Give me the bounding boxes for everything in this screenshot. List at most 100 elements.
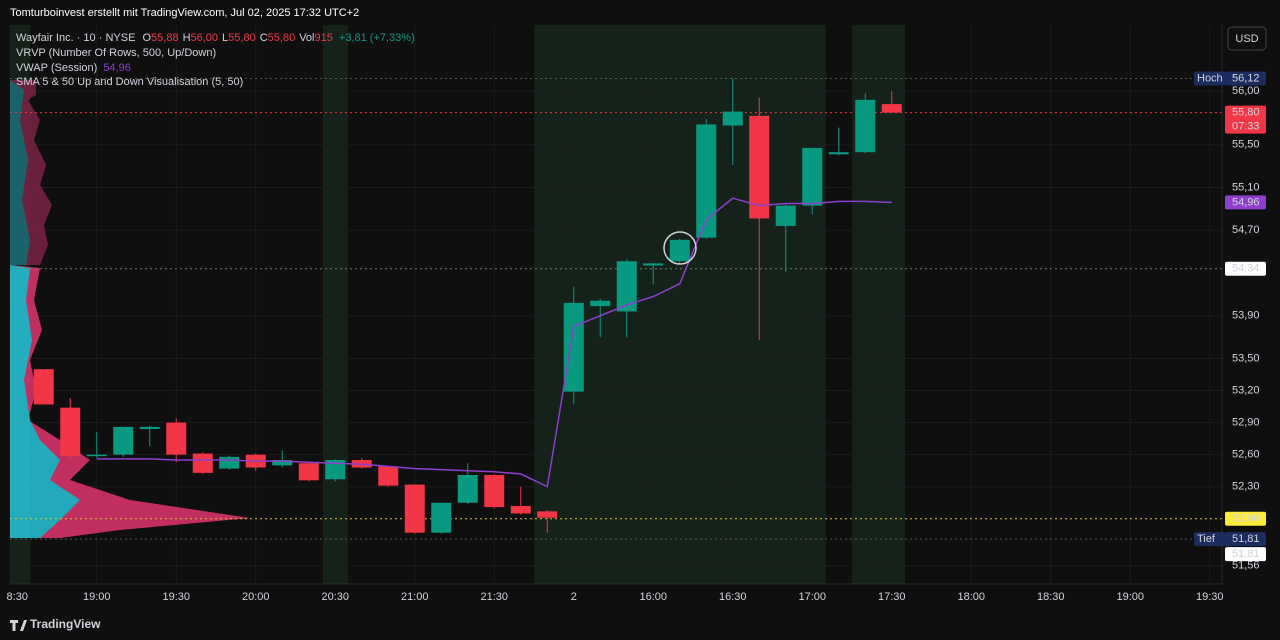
grid bbox=[10, 25, 1222, 584]
legend-value: 915 bbox=[314, 32, 332, 44]
price-label-box bbox=[1225, 71, 1266, 86]
x-tick-label: 20:30 bbox=[321, 591, 349, 603]
series-layer bbox=[33, 78, 902, 534]
volume-profile bbox=[10, 80, 250, 538]
x-tick-label: 21:00 bbox=[401, 591, 429, 603]
y-tick-label: 53,90 bbox=[1232, 310, 1260, 322]
profile-shape bbox=[10, 265, 250, 538]
candle-body bbox=[749, 115, 770, 219]
x-tick-label: 19:30 bbox=[1196, 591, 1224, 603]
price-label-name: Hoch bbox=[1197, 72, 1223, 84]
candle-body bbox=[113, 426, 134, 455]
price-label: 52,00 bbox=[1232, 513, 1260, 525]
candle-body bbox=[378, 466, 399, 486]
candle-body bbox=[775, 205, 796, 226]
price-label-box bbox=[1225, 195, 1266, 210]
price-label-sub: 07:33 bbox=[1232, 121, 1260, 133]
x-tick-label: 18:30 bbox=[1037, 591, 1065, 603]
brand-text: TradingView bbox=[30, 617, 101, 631]
indicator-vrvp: VRVP (Number Of Rows, 500, Up/Down) bbox=[16, 47, 216, 59]
x-tick-label: 2 bbox=[571, 591, 577, 603]
candle-body bbox=[855, 99, 876, 153]
legend-key: H bbox=[183, 32, 191, 44]
indicator-sma: SMA 5 & 50 Up and Down Visualisation (5,… bbox=[16, 76, 243, 88]
y-tick-label: 56,00 bbox=[1232, 85, 1260, 97]
top-caption: Tomturboinvest erstellt mit TradingView.… bbox=[10, 7, 359, 19]
y-tick-label: 53,20 bbox=[1232, 384, 1260, 396]
x-tick-label: 19:00 bbox=[83, 591, 111, 603]
candle-body bbox=[828, 152, 849, 155]
legend-value: 55,80 bbox=[228, 32, 256, 44]
price-label-box bbox=[1225, 547, 1266, 562]
candle-body bbox=[404, 484, 425, 533]
candle-body bbox=[272, 460, 293, 466]
candle-body bbox=[563, 302, 584, 392]
y-tick-label: 51,56 bbox=[1232, 560, 1260, 572]
candle-body bbox=[192, 453, 213, 473]
legend-key: C bbox=[260, 32, 268, 44]
currency-label[interactable]: USD bbox=[1235, 33, 1258, 45]
candle-body bbox=[60, 407, 81, 456]
symbol: Wayfair Inc. · 10 · NYSE bbox=[16, 32, 135, 44]
candle-body bbox=[696, 124, 717, 238]
price-label-box bbox=[1225, 261, 1266, 276]
candle-body bbox=[219, 456, 240, 469]
x-tick-label: 16:30 bbox=[719, 591, 747, 603]
currency-button[interactable] bbox=[1227, 26, 1267, 51]
candle-body bbox=[33, 369, 54, 405]
candle-body bbox=[669, 239, 690, 262]
candle-body bbox=[86, 454, 107, 457]
price-label: 51,81 bbox=[1232, 548, 1260, 560]
candle-body bbox=[166, 422, 187, 455]
candle-body bbox=[431, 502, 452, 533]
legend-key: O bbox=[142, 32, 151, 44]
price-label: 54,34 bbox=[1232, 263, 1260, 275]
candle-body bbox=[590, 300, 611, 307]
x-tick-label: 19:00 bbox=[1116, 591, 1144, 603]
price-label: 51,81 bbox=[1232, 533, 1260, 545]
price-label-box bbox=[1225, 105, 1266, 134]
candle-body bbox=[881, 104, 902, 113]
change: +3,81 (+7,33%) bbox=[339, 32, 415, 44]
candle-body bbox=[722, 111, 743, 126]
highlight-ring bbox=[663, 231, 697, 265]
y-tick-label: 54,70 bbox=[1232, 224, 1260, 236]
indicator-value: 54,96 bbox=[103, 62, 131, 74]
price-level-lines bbox=[10, 77, 1222, 540]
candle-body bbox=[616, 261, 637, 312]
indicator-name: VWAP (Session) bbox=[16, 62, 97, 74]
profile-shape bbox=[10, 265, 80, 538]
candle-body bbox=[484, 474, 505, 508]
candle-body bbox=[298, 463, 319, 481]
legend-key: Vol bbox=[299, 32, 314, 44]
x-tick-label: 17:00 bbox=[798, 591, 826, 603]
x-tick-label: 16:00 bbox=[639, 591, 667, 603]
y-tick-label: 52,90 bbox=[1232, 417, 1260, 429]
price-label-box bbox=[1225, 532, 1266, 547]
candle-body bbox=[325, 460, 346, 480]
y-tick-label: 52,30 bbox=[1232, 481, 1260, 493]
axes: 56,00 55,50 55,10 54,70 53,90 53,50 53,20 52,90… bbox=[7, 71, 1266, 603]
x-tick-label: 17:30 bbox=[878, 591, 906, 603]
x-tick-label: 20:00 bbox=[242, 591, 270, 603]
legend-value: 55,80 bbox=[268, 32, 296, 44]
brand-logo bbox=[10, 620, 27, 631]
legend-value: 56,00 bbox=[191, 32, 219, 44]
x-tick-label: 18:00 bbox=[957, 591, 985, 603]
y-tick-label: 55,50 bbox=[1232, 139, 1260, 151]
legend-value: 55,88 bbox=[151, 32, 179, 44]
x-tick-label: 8:30 bbox=[7, 591, 28, 603]
candle-body bbox=[643, 263, 664, 266]
y-tick-label: 52,60 bbox=[1232, 449, 1260, 461]
brand: TradingView bbox=[10, 617, 101, 631]
vwap-line bbox=[96, 197, 892, 488]
legend-key: L bbox=[222, 32, 228, 44]
candle-body bbox=[510, 505, 531, 514]
legend-line: Wayfair Inc. · 10 · NYSE O55,88 H56,00 L55… bbox=[16, 32, 415, 44]
price-label-name: Tief bbox=[1197, 533, 1216, 545]
price-label: 56,12 bbox=[1232, 72, 1260, 84]
indicator-vwap: VWAP (Session) 54,96 bbox=[16, 62, 131, 74]
y-tick-label: 55,10 bbox=[1232, 181, 1260, 193]
x-tick-label: 19:30 bbox=[162, 591, 190, 603]
